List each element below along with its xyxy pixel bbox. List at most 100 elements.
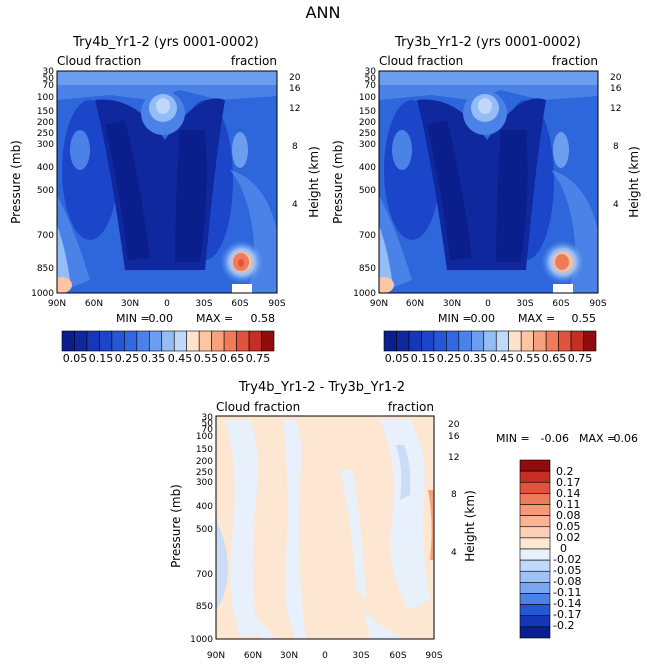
colorbar-label: 0.65 [542, 352, 567, 365]
x-tick-label: 60N [406, 299, 424, 309]
colorbar-label: 0 [560, 542, 567, 555]
height-tick-label: 20 [610, 73, 622, 83]
colorbar-swatch [86, 330, 100, 352]
colorbar-label: 0.05 [556, 520, 581, 533]
max-label: MAX = [518, 312, 555, 325]
min-label: MIN = [438, 312, 472, 325]
y-tick-label: 250 [196, 468, 213, 478]
colorbar-swatch [186, 330, 200, 352]
x-tick-label: 30S [516, 299, 533, 309]
x-tick-labels: 90N 60N 30N 0 30S 60S 90S [48, 299, 286, 309]
subtitle-right: fraction [552, 54, 598, 68]
figure-title: ANN [306, 3, 341, 22]
y-tick-label: 400 [196, 502, 213, 512]
colorbar-swatch [248, 330, 262, 352]
y-tick-label: 400 [359, 163, 376, 173]
height-tick-label: 16 [610, 84, 622, 94]
subtitle-left: Cloud fraction [379, 54, 463, 68]
colorbar-swatch [223, 330, 237, 352]
colorbar-swatch [519, 537, 551, 550]
colorbar-label: 0.45 [490, 352, 515, 365]
x-tick-label: 60S [389, 651, 406, 661]
colorbar-swatch [519, 459, 551, 472]
max-value: 0.06 [614, 432, 639, 445]
y-tick-label: 300 [37, 140, 54, 150]
colorbar-swatch [519, 493, 551, 505]
colorbar-swatch [519, 604, 551, 617]
y-tick-label: 1000 [353, 289, 376, 299]
colorbar-label: 0.05 [385, 352, 410, 365]
colorbar-swatch [211, 330, 225, 352]
x-tick-label: 60N [244, 651, 262, 661]
y-axis-label: Pressure (mb) [9, 140, 23, 224]
colorbar-label: 0.35 [141, 352, 166, 365]
colorbar-label: 0.55 [516, 352, 541, 365]
y-tick-label: 150 [359, 107, 376, 117]
y-tick-label: 150 [37, 107, 54, 117]
colorbar-swatch [519, 481, 551, 494]
y-tick-label: 300 [196, 478, 213, 488]
colorbar-swatch [519, 570, 551, 583]
height-tick-label: 4 [613, 200, 619, 210]
min-value: -0.06 [541, 432, 569, 445]
colorbar-swatch [111, 330, 125, 352]
x-tick-label: 60S [231, 299, 248, 309]
height-tick-label: 4 [451, 548, 457, 558]
x-tick-label: 0 [322, 651, 328, 661]
y-tick-label: 200 [37, 118, 54, 128]
y-tick-label: 700 [37, 231, 54, 241]
x-tick-labels: 90N 60N 30N 0 30S 60S 90S [370, 299, 607, 309]
colorbar [61, 330, 275, 352]
colorbar-label: -0.2 [553, 619, 574, 632]
panel-title: Try3b_Yr1-2 (yrs 0001-0002) [394, 35, 581, 50]
colorbar-label: -0.08 [553, 575, 581, 588]
colorbar-label: 0.15 [89, 352, 114, 365]
height-tick-label: 20 [289, 73, 301, 83]
x-tick-label: 30S [352, 651, 369, 661]
x-tick-label: 90N [207, 651, 225, 661]
height-tick-label: 12 [610, 104, 621, 114]
colorbar-label: 0.05 [63, 352, 88, 365]
x-tick-label: 30S [195, 299, 212, 309]
height-tick-label: 12 [448, 453, 459, 463]
colorbar-swatch [570, 330, 584, 352]
height-tick-label: 8 [292, 142, 298, 152]
colorbar-label: 0.15 [411, 352, 436, 365]
colorbar-label: 0.2 [556, 465, 574, 478]
colorbar-swatch [236, 330, 250, 352]
colorbar [519, 459, 551, 639]
colorbar-label: 0.25 [437, 352, 462, 365]
max-value: 0.58 [251, 312, 276, 325]
height-tick-label: 4 [292, 200, 298, 210]
subtitle-right: fraction [231, 54, 277, 68]
x-tick-label: 30N [280, 651, 298, 661]
colorbar-swatch [161, 330, 175, 352]
height-tick-label: 8 [613, 142, 619, 152]
colorbar-swatch [446, 330, 460, 352]
colorbar-swatch [124, 330, 138, 352]
height-tick-label: 16 [289, 84, 301, 94]
x-tick-label: 90S [589, 299, 606, 309]
colorbar-swatch [396, 330, 410, 352]
subtitle-right: fraction [388, 400, 434, 414]
colorbar-label: 0.14 [556, 487, 581, 500]
y-tick-label: 700 [196, 570, 213, 580]
colorbar-label: 0.25 [115, 352, 140, 365]
colorbar-swatch [519, 615, 551, 628]
colorbar-swatch [545, 330, 559, 352]
height-axis-label: Height (km) [627, 146, 641, 217]
panel-title: Try4b_Yr1-2 (yrs 0001-0002) [72, 35, 259, 50]
colorbar-swatch [495, 330, 510, 352]
y-tick-label: 500 [196, 525, 213, 535]
y-tick-label: 1000 [31, 289, 54, 299]
height-tick-label: 20 [448, 420, 460, 430]
y-tick-label: 150 [196, 445, 213, 455]
y-tick-label: 50 [43, 74, 55, 84]
colorbar-label: 0.75 [568, 352, 593, 365]
heatmap-field [216, 416, 434, 639]
colorbar-labels: 0.05 0.15 0.25 0.35 0.45 0.55 0.65 0.75 [385, 352, 593, 365]
colorbar-swatch [74, 330, 88, 352]
height-tick-label: 12 [289, 104, 300, 114]
panel-right: Try3b_Yr1-2 (yrs 0001-0002) Cloud fracti… [331, 35, 641, 365]
